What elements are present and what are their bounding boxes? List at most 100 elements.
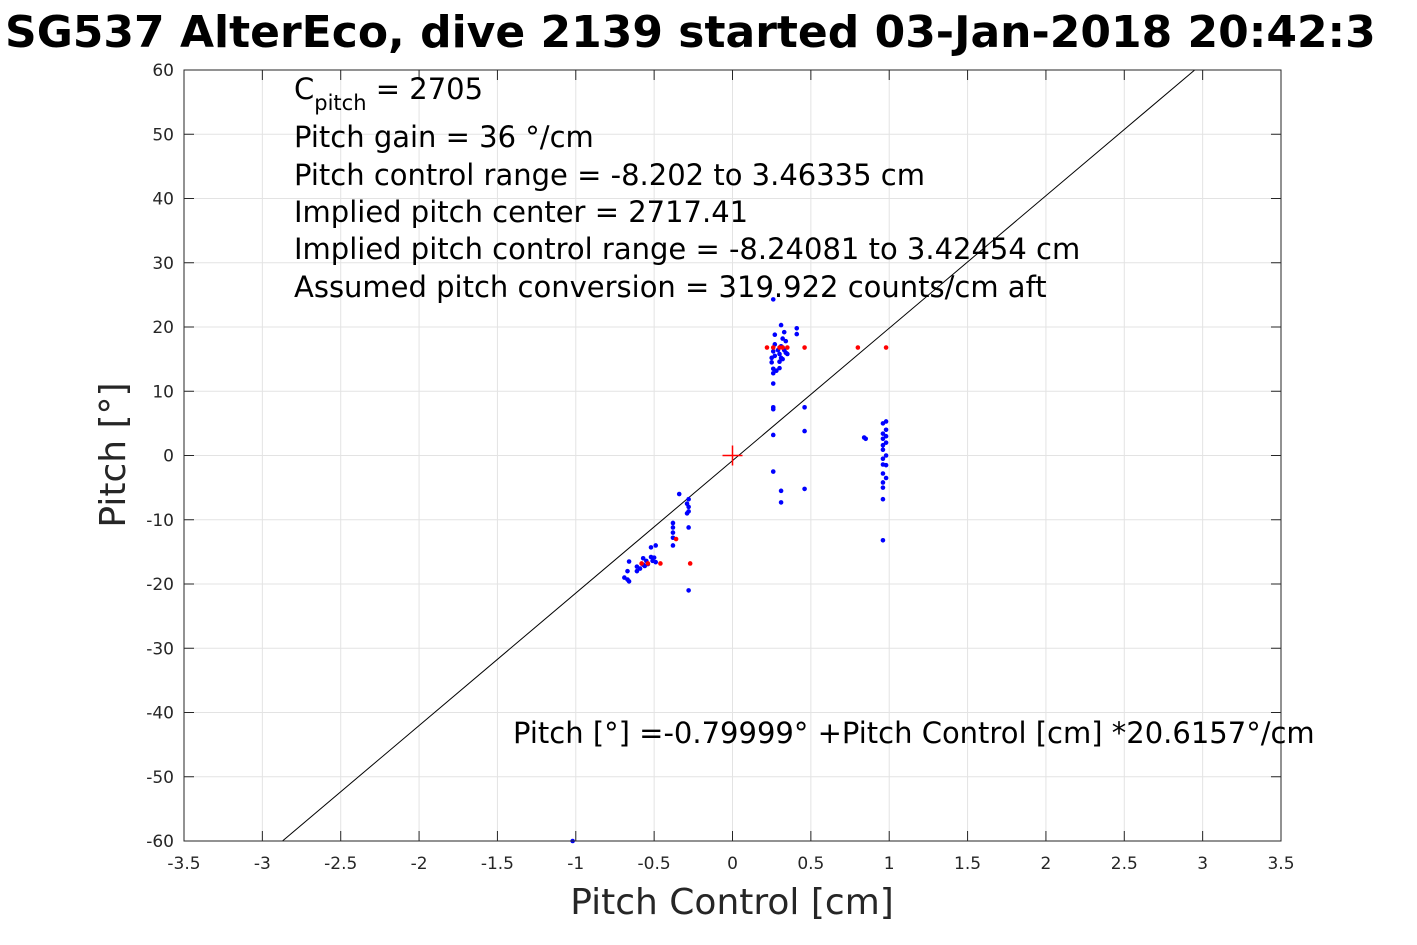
y-tick-label: 40 — [152, 190, 174, 210]
red-data-point — [673, 536, 679, 542]
red-data-point — [785, 345, 790, 350]
blue-data-point — [880, 538, 886, 543]
blue-data-point — [781, 329, 787, 335]
center-marker-layer — [722, 445, 743, 466]
y-axis-label: Pitch [°] — [93, 382, 134, 527]
blue-data-point — [625, 568, 630, 574]
x-tick-label: -1.5 — [481, 854, 514, 874]
c-pitch-annotation: Cpitch = 2705 — [294, 72, 483, 115]
red-data-point — [658, 561, 663, 566]
y-tick-label: -30 — [146, 639, 174, 659]
blue-data-point — [670, 543, 676, 548]
y-tick-label: 30 — [152, 254, 174, 274]
x-tick-label: 2.5 — [1111, 854, 1138, 874]
x-tick-label: 1 — [884, 854, 895, 874]
blue-data-point — [802, 405, 807, 410]
y-tick-label: -60 — [146, 832, 174, 852]
y-tick-label: 10 — [152, 382, 174, 402]
blue-data-point — [883, 433, 889, 439]
blue-data-point — [770, 349, 776, 354]
blue-data-point — [670, 525, 676, 530]
blue-data-point — [770, 381, 776, 386]
blue-data-point — [670, 520, 676, 526]
blue-data-point — [783, 338, 789, 344]
blue-data-point — [686, 588, 691, 593]
blue-data-point — [802, 486, 807, 492]
fit-equation-annotation: Pitch [°] =-0.79999° +Pitch Control [cm]… — [513, 716, 1315, 750]
y-tick-label: 0 — [163, 447, 174, 467]
y-tick-label: -20 — [146, 575, 174, 595]
implied-center-annotation: Implied pitch center = 2717.41 — [294, 195, 748, 229]
x-tick-label: 0 — [727, 854, 738, 874]
red-data-point — [645, 561, 651, 566]
x-tick-label: -1 — [567, 854, 584, 874]
blue-data-point — [637, 566, 643, 571]
blue-data-point — [777, 365, 782, 371]
blue-data-point — [770, 370, 776, 376]
blue-data-point — [883, 475, 889, 481]
c-pitch-subscript: pitch — [314, 91, 366, 115]
blue-data-point — [686, 496, 691, 502]
annotation-block: Cpitch = 2705 Pitch gain = 36 °/cm Pitch… — [294, 72, 1080, 304]
x-tick-label: 3 — [1197, 854, 1208, 874]
y-tick-label: -10 — [146, 511, 174, 531]
blue-data-point — [880, 431, 886, 436]
x-tick-label: -3.5 — [167, 854, 200, 874]
blue-data-point — [626, 579, 632, 584]
blue-data-point — [651, 555, 657, 560]
blue-data-point — [626, 559, 632, 564]
blue-data-point — [780, 336, 785, 341]
red-data-point — [780, 345, 785, 350]
red-data-point — [687, 561, 693, 566]
red-data-point — [770, 345, 776, 350]
blue-data-point — [772, 353, 778, 359]
blue-data-point — [676, 491, 682, 497]
x-axis-label: Pitch Control [cm] — [570, 882, 894, 923]
y-tick-label: 20 — [152, 318, 174, 338]
blue-data-point — [880, 456, 886, 462]
blue-data-point — [883, 419, 889, 424]
blue-data-point — [883, 453, 889, 458]
blue-data-point — [883, 462, 889, 468]
blue-data-point — [778, 322, 784, 328]
blue-data-point — [684, 511, 690, 516]
blue-data-point — [772, 332, 778, 338]
blue-data-point — [794, 325, 800, 331]
c-pitch-letter: C — [294, 72, 314, 106]
blue-data-point — [785, 351, 790, 357]
x-tick-label: -3 — [254, 854, 271, 874]
y-tick-label: -50 — [146, 768, 174, 788]
blue-data-point — [777, 351, 782, 357]
blue-data-point — [670, 530, 676, 535]
x-tick-label: -2.5 — [324, 854, 357, 874]
x-tick-label: -2 — [411, 854, 428, 874]
blue-data-point — [778, 488, 784, 494]
blue-data-point — [880, 442, 886, 448]
blue-data-point — [883, 427, 889, 433]
blue-data-point — [648, 545, 654, 550]
blue-data-point — [880, 480, 886, 485]
data-points — [570, 297, 889, 844]
x-tick-label: 2 — [1041, 854, 1052, 874]
blue-data-point — [794, 331, 800, 337]
blue-data-point — [653, 543, 659, 548]
blue-data-point — [802, 428, 807, 434]
x-tick-label: 3.5 — [1267, 854, 1294, 874]
red-data-point — [639, 561, 644, 566]
x-tick-label: 0.5 — [797, 854, 824, 874]
red-data-point — [883, 345, 889, 350]
blue-data-point — [634, 568, 640, 574]
c-pitch-value: = 2705 — [367, 72, 484, 106]
red-data-point — [802, 345, 807, 350]
x-axis-ticks: -3.5 -3 -2.5 -2 -1.5 -1 -0.5 0 0.5 1 1.5 2 2.5 3 3.5 — [167, 70, 1295, 874]
red-data-point — [764, 345, 770, 350]
implied-range-annotation: Implied pitch control range = -8.24081 t… — [294, 232, 1080, 266]
blue-data-point — [863, 436, 869, 442]
chart-title: SG537 AlterEco, dive 2139 started 03-Jan… — [5, 7, 1376, 58]
conversion-annotation: Assumed pitch conversion = 319.922 count… — [294, 270, 1047, 304]
pitch-gain-annotation: Pitch gain = 36 °/cm — [294, 120, 594, 154]
blue-data-point — [774, 368, 779, 373]
blue-data-point — [686, 504, 691, 510]
blue-data-point — [769, 360, 774, 365]
